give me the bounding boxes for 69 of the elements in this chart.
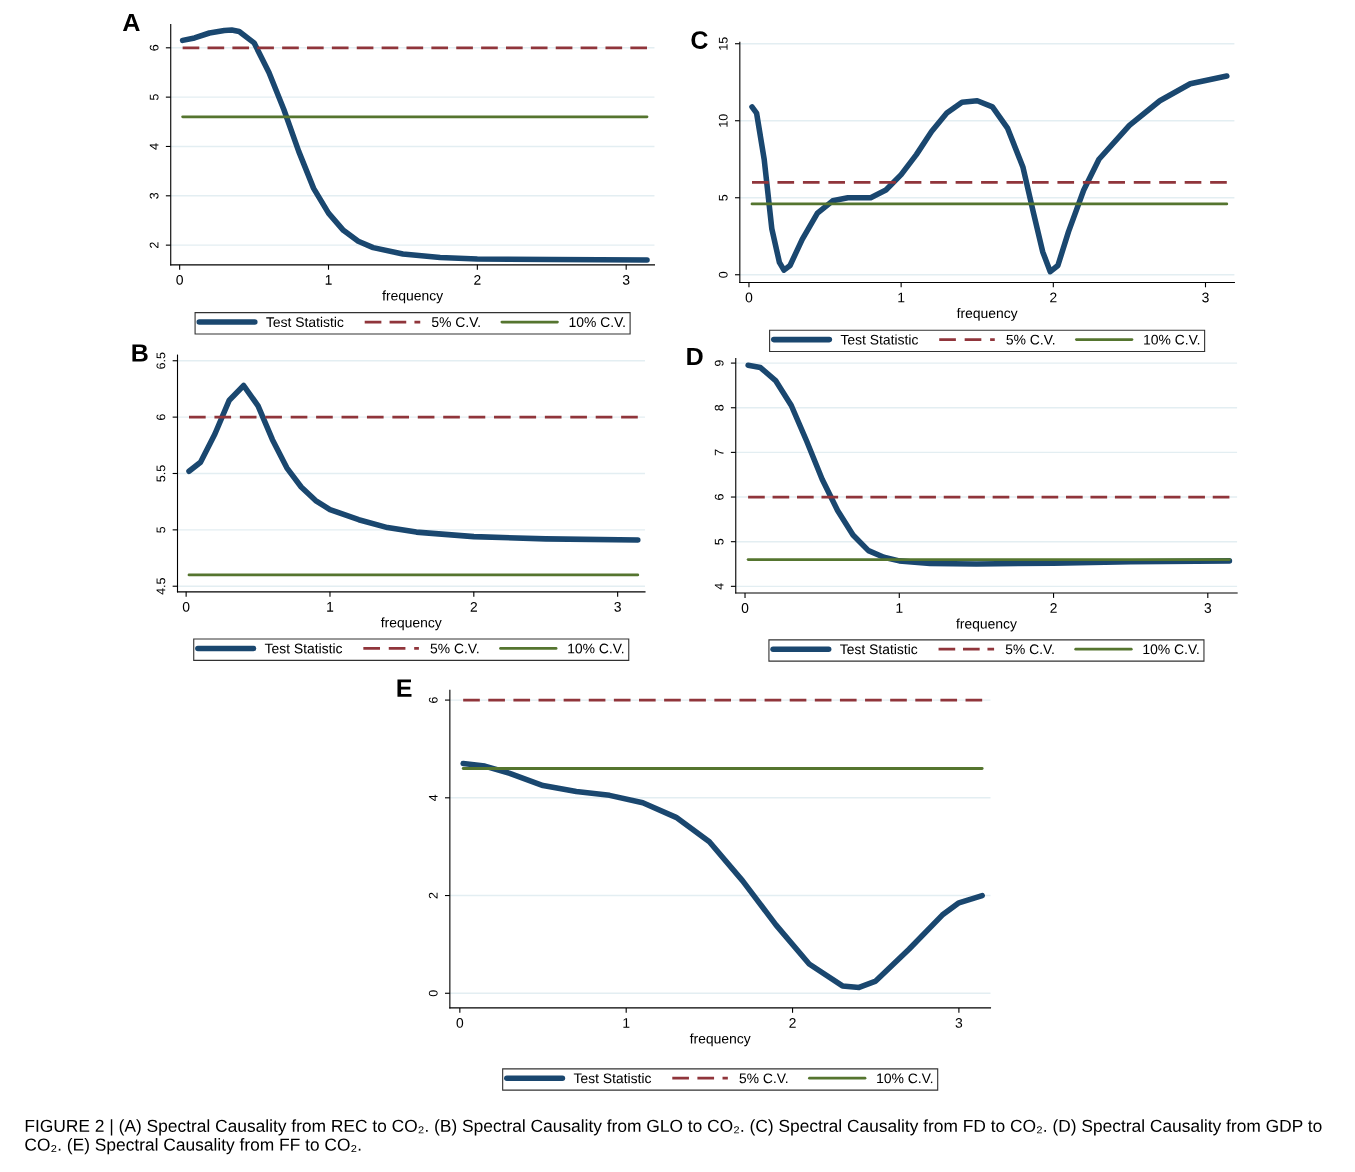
legend-label: 5% C.V. <box>431 317 480 328</box>
y-tick-label: 5.5 <box>156 465 166 482</box>
chart-title: C <box>691 31 708 49</box>
x-tick-label: 2 <box>789 1018 796 1028</box>
x-tick-label: 3 <box>1202 292 1209 303</box>
y-tick-label: 6 <box>428 697 438 703</box>
x-tick-label: 3 <box>955 1018 963 1028</box>
y-tick-label: 3 <box>149 192 159 199</box>
y-tick-label: 2 <box>149 242 159 248</box>
y-tick-label: 0 <box>428 990 438 997</box>
x-axis-title: frequency <box>689 1033 751 1047</box>
x-tick-label: 3 <box>1204 603 1212 613</box>
chart-title: D <box>687 347 703 366</box>
x-tick-label: 3 <box>614 601 621 612</box>
y-tick-label: 5 <box>156 526 166 533</box>
x-tick-label: 2 <box>1050 603 1057 613</box>
x-tick-label: 1 <box>327 602 334 612</box>
y-tick-label: 7 <box>714 449 724 456</box>
x-axis-title: frequency <box>956 618 1017 632</box>
y-tick-label: 4 <box>714 583 724 590</box>
legend-label: 5% C.V. <box>430 643 479 654</box>
legend-label: Test Statistic <box>840 334 919 345</box>
y-tick-label: 5 <box>718 194 728 201</box>
x-tick-label: 2 <box>474 274 481 285</box>
x-tick-label: 2 <box>470 601 477 612</box>
y-tick-label: 9 <box>714 360 724 366</box>
y-tick-label: 4.5 <box>156 578 166 595</box>
x-tick-label: 3 <box>622 274 630 285</box>
legend-label: 10% C.V. <box>877 1073 933 1084</box>
x-tick-label: 0 <box>182 601 190 612</box>
legend-label: Test Statistic <box>264 643 343 654</box>
y-tick-label: 4 <box>149 143 159 150</box>
y-tick-label: 5 <box>149 94 159 101</box>
x-tick-label: 1 <box>896 603 903 613</box>
y-tick-label: 10 <box>718 114 728 127</box>
x-tick-label: 2 <box>1050 292 1057 303</box>
chart-title: A <box>122 13 140 32</box>
legend-label: 10% C.V. <box>568 643 624 654</box>
legend-label: Test Statistic <box>266 316 344 328</box>
x-tick-label: 0 <box>456 1018 464 1028</box>
x-tick-label: 0 <box>745 292 753 303</box>
x-tick-label: 1 <box>325 275 332 285</box>
legend-label: 10% C.V. <box>1143 644 1199 655</box>
legend-label: Test Statistic <box>573 1073 652 1084</box>
x-tick-label: 0 <box>176 274 183 285</box>
y-tick-label: 15 <box>718 37 728 50</box>
x-axis-title: frequency <box>382 290 444 304</box>
chart-title: E <box>397 679 412 697</box>
y-tick-label: 2 <box>428 892 438 899</box>
y-tick-label: 6 <box>714 494 724 500</box>
x-axis-title: frequency <box>380 617 442 631</box>
y-tick-label: 6.5 <box>156 352 166 369</box>
legend-label: 5% C.V. <box>1005 644 1054 655</box>
x-tick-label: 1 <box>623 1018 630 1028</box>
x-axis-title: frequency <box>956 307 1018 321</box>
legend-label: 10% C.V. <box>1144 334 1200 345</box>
y-tick-label: 6 <box>156 414 166 420</box>
y-tick-label: 5 <box>714 538 724 545</box>
y-tick-label: 6 <box>149 44 159 51</box>
y-tick-label: 8 <box>714 404 724 411</box>
x-tick-label: 0 <box>741 603 749 613</box>
y-tick-label: 4 <box>428 794 438 801</box>
chart-title: B <box>132 344 148 362</box>
legend-label: 5% C.V. <box>739 1073 788 1084</box>
x-tick-label: 1 <box>898 292 905 303</box>
legend-label: 5% C.V. <box>1006 334 1055 345</box>
legend-label: 10% C.V. <box>569 317 625 328</box>
legend-label: Test Statistic <box>840 643 918 655</box>
caption: FIGURE 2 | (A) Spectral Causality from REC to CO₂. (B) Spectral Causality from GLO to CO₂. (C) Spectral Causality from FD to CO₂. (D) Spectral Causality from GDP to CO₂. (E) Spectral Causality from FF to CO₂. <box>25 1119 1322 1155</box>
